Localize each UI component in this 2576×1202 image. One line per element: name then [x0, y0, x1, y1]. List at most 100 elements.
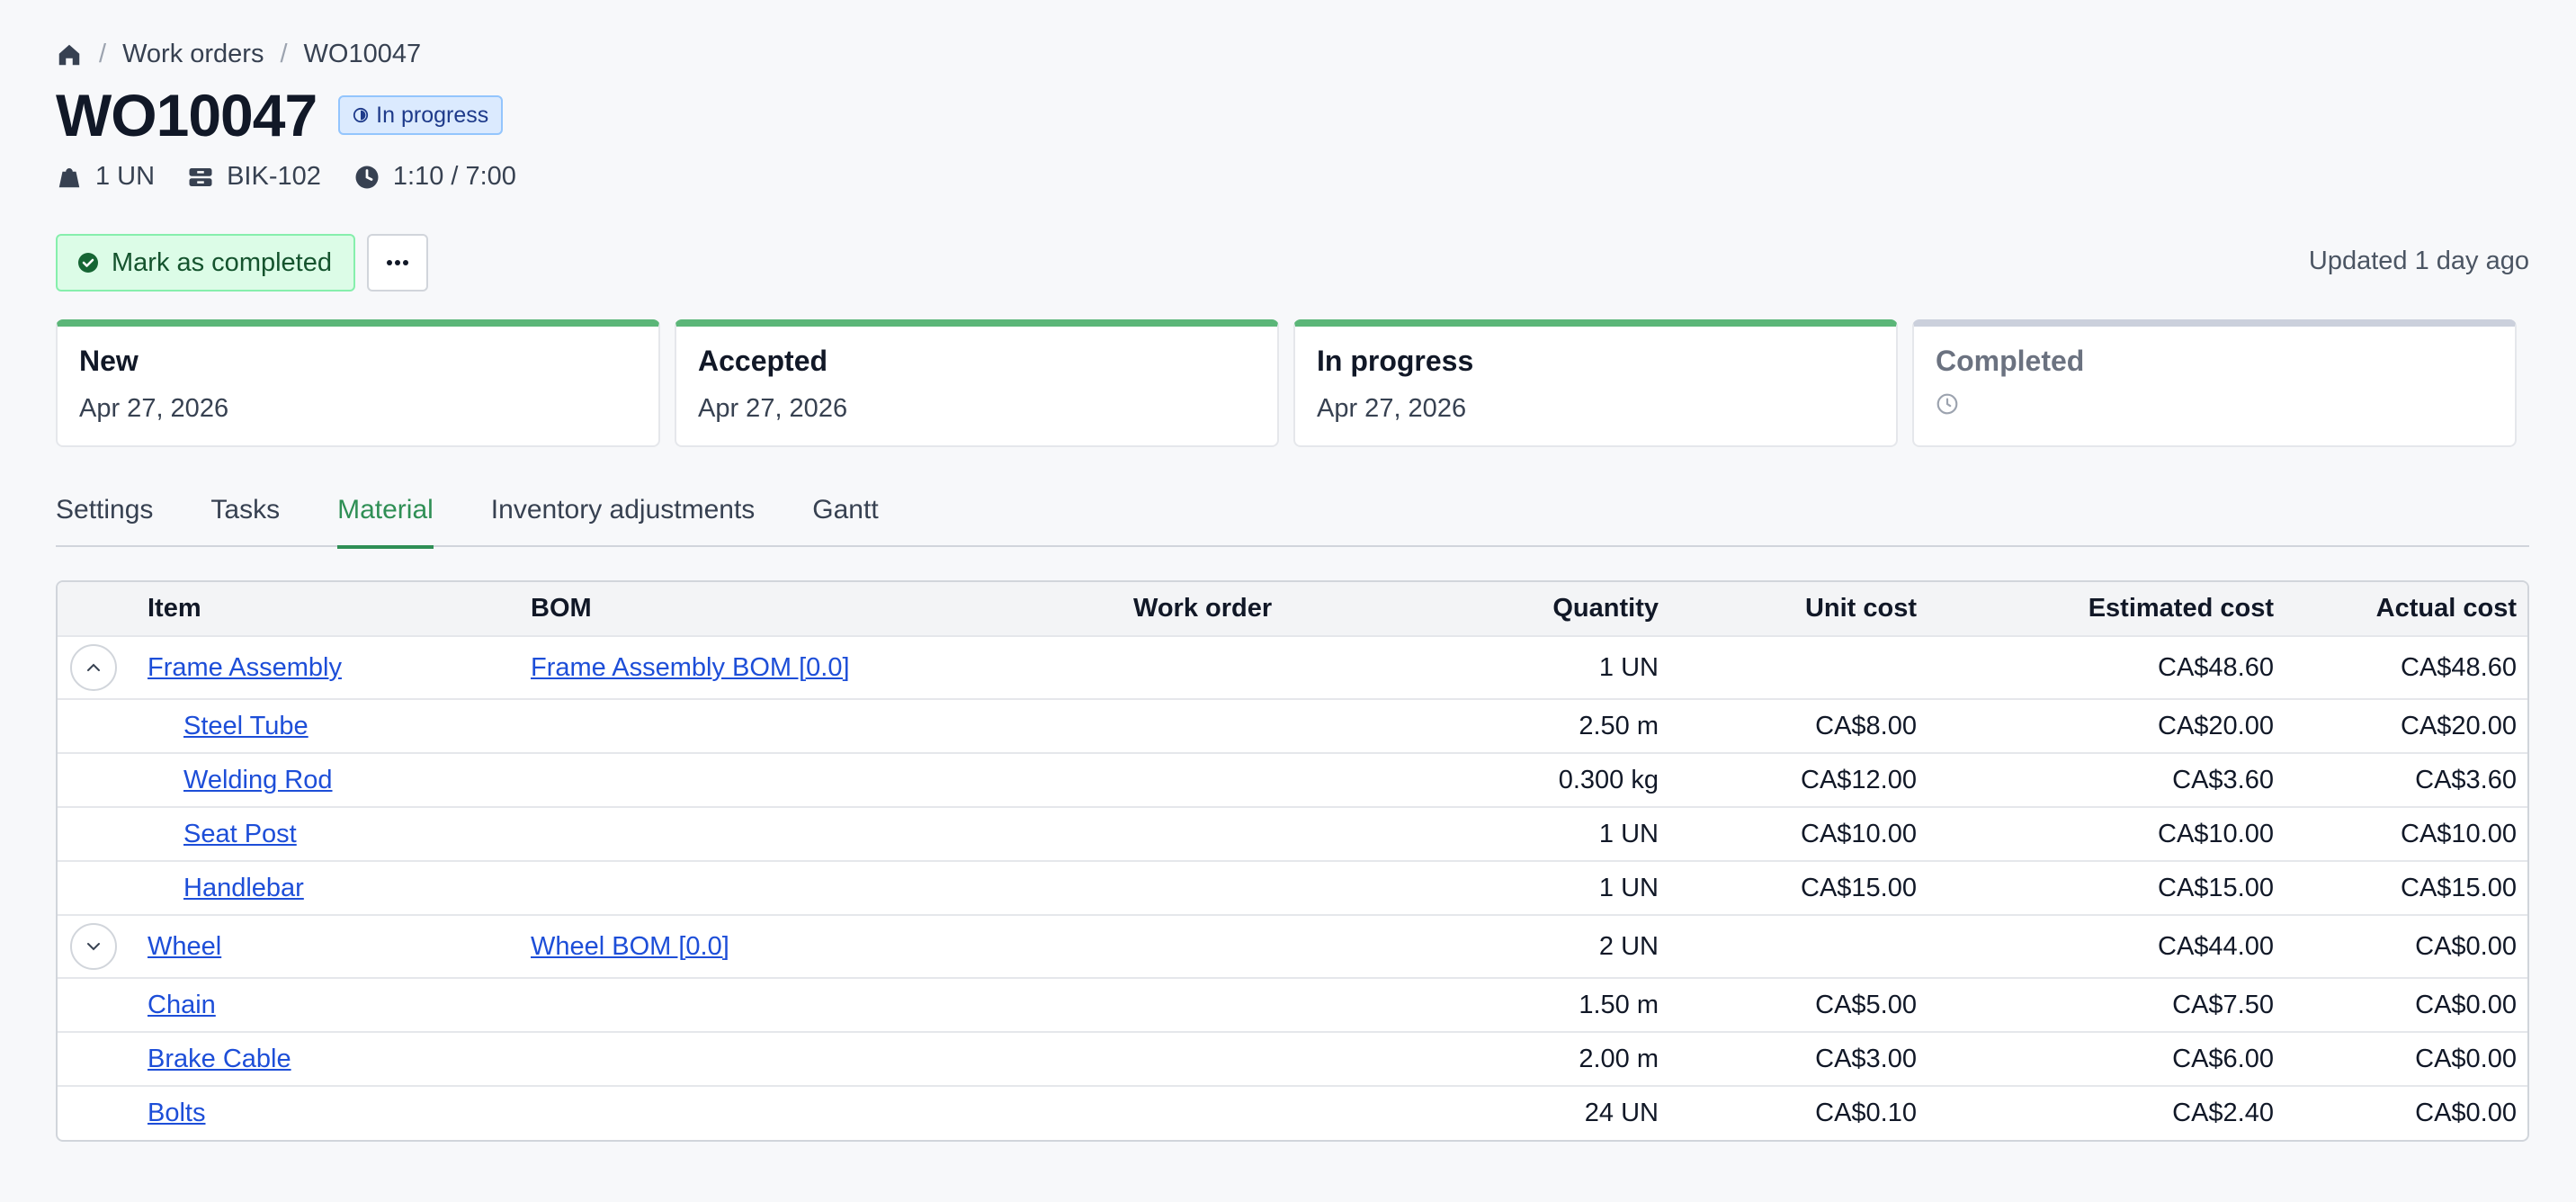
- meta-sku-value: BIK-102: [227, 162, 321, 191]
- collapse-button[interactable]: [70, 644, 117, 691]
- bom-cell: [531, 1032, 1133, 1087]
- item-link[interactable]: Handlebar: [183, 873, 304, 902]
- tab-tasks[interactable]: Tasks: [210, 495, 281, 525]
- bom-cell: [531, 699, 1133, 754]
- item-link[interactable]: Frame Assembly: [148, 652, 342, 682]
- quantity-cell: 1 UN: [1403, 861, 1673, 916]
- item-link[interactable]: Seat Post: [183, 819, 297, 848]
- meta-row: 1 UN BIK-102 1:10 / 7:00: [56, 162, 549, 192]
- meta-quantity-value: 1 UN: [95, 162, 156, 191]
- stage-accepted: Accepted Apr 27, 2026: [675, 319, 1279, 447]
- table-row: Frame Assembly Frame Assembly BOM [0.0] …: [58, 636, 2527, 700]
- unit-cost-cell: [1673, 915, 1931, 979]
- bom-cell: [531, 978, 1133, 1033]
- stage-date: Apr 27, 2026: [1317, 394, 1467, 423]
- actual-cost-cell: CA$0.00: [2288, 1032, 2527, 1087]
- stage-completed: Completed: [1912, 319, 2517, 447]
- stage-date: Apr 27, 2026: [698, 394, 848, 423]
- col-item[interactable]: Item: [148, 582, 531, 637]
- status-label: In progress: [376, 102, 489, 128]
- estimated-cost-cell: CA$10.00: [1931, 807, 2288, 862]
- table-row: Wheel Wheel BOM [0.0] 2 UN CA$44.00 CA$0…: [58, 915, 2527, 979]
- expand-cell: [58, 978, 148, 1033]
- page-title: WO10047: [56, 82, 318, 148]
- stage-new: New Apr 27, 2026: [56, 319, 660, 447]
- stage-date: Apr 27, 2026: [79, 394, 229, 423]
- table-row: Welding Rod 0.300 kg CA$12.00 CA$3.60 CA…: [58, 753, 2527, 808]
- mark-completed-button[interactable]: Mark as completed: [56, 234, 355, 292]
- expand-cell: [58, 861, 148, 916]
- item-link[interactable]: Welding Rod: [183, 765, 333, 794]
- expand-cell: [58, 915, 148, 979]
- work-order-cell: [1133, 915, 1403, 979]
- bom-link[interactable]: Frame Assembly BOM [0.0]: [531, 652, 850, 682]
- actual-cost-cell: CA$15.00: [2288, 861, 2527, 916]
- weight-icon: [58, 167, 80, 187]
- col-bom[interactable]: BOM: [531, 582, 1133, 637]
- item-link[interactable]: Wheel: [148, 931, 222, 961]
- work-order-cell: [1133, 861, 1403, 916]
- quantity-cell: 0.300 kg: [1403, 753, 1673, 808]
- meta-sku: BIK-102: [187, 162, 321, 192]
- item-cell: Bolts: [148, 1086, 531, 1140]
- item-link[interactable]: Chain: [148, 990, 216, 1019]
- ellipsis-icon: [387, 260, 408, 265]
- tab-settings[interactable]: Settings: [56, 495, 154, 525]
- bom-cell: [531, 753, 1133, 808]
- actual-cost-cell: CA$10.00: [2288, 807, 2527, 862]
- check-circle-icon: [78, 253, 98, 273]
- table-row: Chain 1.50 m CA$5.00 CA$7.50 CA$0.00: [58, 978, 2527, 1033]
- bom-cell: [531, 807, 1133, 862]
- item-link[interactable]: Brake Cable: [148, 1044, 291, 1073]
- bom-link[interactable]: Wheel BOM [0.0]: [531, 931, 729, 961]
- col-actual-cost[interactable]: Actual cost: [2288, 582, 2527, 637]
- tab-bar: Settings Tasks Material Inventory adjust…: [56, 486, 2529, 549]
- quantity-cell: 24 UN: [1584, 1099, 1659, 1127]
- work-order-cell: [1133, 699, 1403, 754]
- breadcrumb-current: WO10047: [303, 40, 422, 68]
- meta-time: 1:10 / 7:00: [353, 162, 516, 192]
- col-quantity[interactable]: Quantity: [1403, 582, 1673, 637]
- col-estimated-cost[interactable]: Estimated cost: [1931, 582, 2288, 637]
- unit-cost-cell: CA$8.00: [1673, 699, 1931, 754]
- unit-cost-cell: CA$15.00: [1673, 861, 1931, 916]
- more-actions-button[interactable]: [367, 234, 428, 292]
- tab-material[interactable]: Material: [337, 486, 434, 549]
- estimated-cost-cell: CA$3.60: [1931, 753, 2288, 808]
- expand-cell: [58, 1086, 148, 1140]
- item-cell: Frame Assembly: [148, 636, 531, 700]
- home-icon[interactable]: [56, 41, 83, 68]
- unit-cost-cell: CA$12.00: [1673, 753, 1931, 808]
- estimated-cost-cell: CA$48.60: [1931, 636, 2288, 700]
- item-cell: Steel Tube: [148, 699, 531, 754]
- breadcrumb: / Work orders / WO10047: [56, 40, 421, 69]
- col-unit-cost[interactable]: Unit cost: [1673, 582, 1931, 637]
- estimated-cost-cell: CA$44.00: [1931, 915, 2288, 979]
- breadcrumb-separator: /: [99, 40, 107, 68]
- work-order-cell: [1133, 636, 1403, 700]
- chevron-down-icon: [87, 943, 100, 951]
- stage-name: New: [79, 345, 139, 377]
- breadcrumb-work-orders[interactable]: Work orders: [122, 40, 264, 68]
- tab-gantt[interactable]: Gantt: [812, 495, 879, 525]
- item-link[interactable]: Bolts: [148, 1099, 206, 1127]
- bom-cell: [531, 861, 1133, 916]
- col-work-order[interactable]: Work order: [1133, 582, 1403, 637]
- unit-cost-cell: CA$3.00: [1673, 1032, 1931, 1087]
- meta-quantity: 1 UN: [56, 162, 155, 192]
- item-link[interactable]: Steel Tube: [183, 711, 309, 740]
- tab-inventory-adjustments[interactable]: Inventory adjustments: [490, 495, 756, 525]
- stage-name: Completed: [1936, 345, 2085, 377]
- actual-cost-cell: CA$3.60: [2288, 753, 2527, 808]
- estimated-cost-cell: CA$6.00: [1931, 1032, 2288, 1087]
- quantity-cell: 2.50 m: [1403, 699, 1673, 754]
- mark-completed-label: Mark as completed: [112, 247, 332, 277]
- breadcrumb-separator: /: [280, 40, 288, 68]
- title-row: WO10047 In progress: [56, 81, 504, 149]
- meta-time-value: 1:10 / 7:00: [392, 162, 516, 191]
- estimated-cost-cell: CA$15.00: [1931, 861, 2288, 916]
- inbox-icon: [189, 167, 212, 186]
- expand-button[interactable]: [70, 923, 117, 970]
- estimated-cost-cell: CA$2.40: [2172, 1099, 2274, 1127]
- expand-cell: [58, 753, 148, 808]
